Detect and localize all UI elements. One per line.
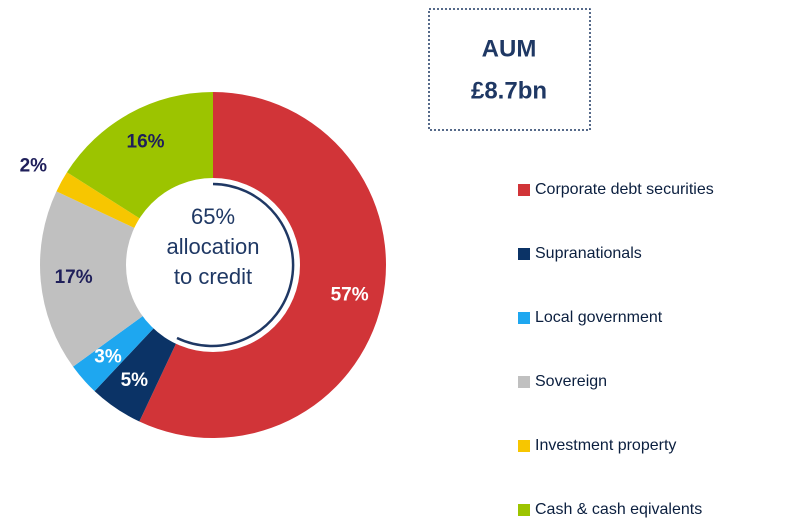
center-text: allocation [167,234,260,259]
legend-swatch [518,248,530,260]
data-label: 5% [121,370,149,391]
legend-swatch [518,440,530,452]
aum-label: AUM [482,35,537,62]
data-label: 17% [55,267,93,288]
legend-label: Cash & cash eqivalents [535,501,702,518]
legend-label: Corporate debt securities [535,181,714,198]
data-label: 16% [127,131,165,152]
legend-label: Local government [535,309,663,326]
donut-hole [126,178,300,352]
legend-swatch [518,504,530,516]
legend-label: Supranationals [535,245,642,262]
aum-value: £8.7bn [471,77,547,104]
legend-swatch [518,376,530,388]
legend-swatch [518,312,530,324]
legend-label: Investment property [535,437,676,454]
legend-label: Sovereign [535,373,607,390]
slice [39,191,213,367]
credit-arc [176,182,295,348]
center-text: to credit [174,264,252,289]
data-label: 57% [331,285,369,306]
legend-swatch [518,184,530,196]
data-label: 2% [20,155,48,176]
center-text: 65% [191,204,235,229]
aum-box [428,8,591,131]
data-label: 3% [94,347,122,368]
